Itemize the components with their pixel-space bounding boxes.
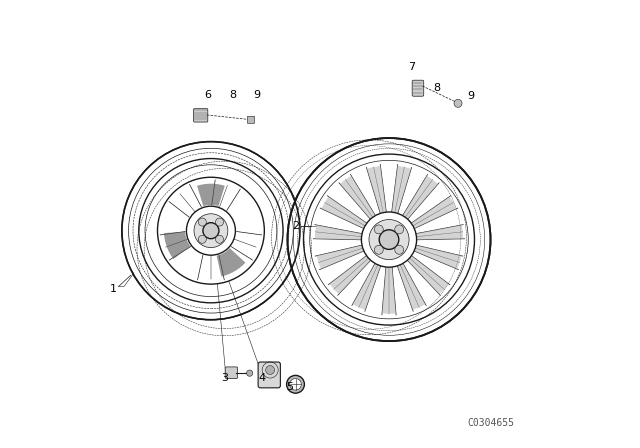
Circle shape	[216, 218, 223, 226]
Circle shape	[122, 142, 300, 320]
Circle shape	[246, 370, 253, 376]
Polygon shape	[340, 176, 375, 219]
Circle shape	[287, 138, 490, 341]
Polygon shape	[412, 197, 456, 228]
Circle shape	[198, 235, 206, 243]
Polygon shape	[216, 248, 245, 276]
Text: C0304655: C0304655	[467, 418, 514, 428]
Text: 2: 2	[292, 221, 299, 231]
Polygon shape	[392, 166, 411, 213]
Circle shape	[362, 212, 417, 267]
Polygon shape	[382, 267, 396, 314]
Text: 9: 9	[467, 91, 474, 101]
FancyBboxPatch shape	[225, 367, 237, 379]
Circle shape	[374, 246, 383, 254]
Circle shape	[454, 99, 462, 108]
Text: 3: 3	[221, 373, 228, 383]
Text: 9: 9	[253, 90, 260, 100]
Circle shape	[287, 375, 305, 393]
Polygon shape	[367, 166, 387, 213]
Polygon shape	[408, 256, 449, 294]
Polygon shape	[415, 245, 461, 269]
FancyBboxPatch shape	[412, 80, 424, 96]
Circle shape	[374, 225, 383, 234]
Circle shape	[266, 366, 275, 375]
Text: 1: 1	[109, 284, 116, 293]
Circle shape	[216, 235, 223, 243]
Text: 7: 7	[408, 62, 415, 72]
Polygon shape	[330, 256, 371, 294]
Polygon shape	[353, 264, 381, 310]
Circle shape	[157, 177, 264, 284]
Polygon shape	[197, 184, 225, 206]
Polygon shape	[315, 225, 362, 240]
Circle shape	[198, 218, 206, 226]
Text: 8: 8	[433, 83, 440, 93]
Polygon shape	[164, 232, 191, 259]
Circle shape	[203, 223, 219, 239]
Circle shape	[369, 220, 409, 260]
Circle shape	[380, 230, 399, 250]
FancyBboxPatch shape	[258, 362, 280, 388]
Text: 4: 4	[259, 373, 266, 383]
Polygon shape	[321, 197, 366, 228]
Text: 8: 8	[230, 90, 237, 100]
FancyBboxPatch shape	[248, 116, 255, 123]
Circle shape	[290, 379, 301, 390]
FancyBboxPatch shape	[193, 109, 208, 122]
Polygon shape	[317, 245, 364, 269]
Circle shape	[194, 214, 228, 248]
Circle shape	[186, 206, 236, 255]
Circle shape	[395, 246, 404, 254]
Text: 6: 6	[204, 90, 211, 100]
Text: 5: 5	[286, 382, 293, 392]
Polygon shape	[417, 225, 463, 240]
Polygon shape	[397, 264, 426, 310]
Polygon shape	[403, 176, 438, 219]
Circle shape	[395, 225, 404, 234]
